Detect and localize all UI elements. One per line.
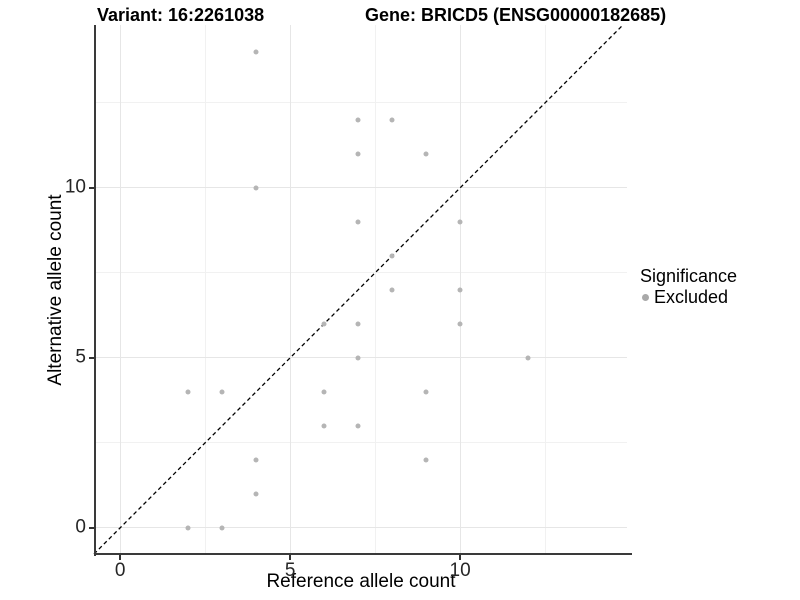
data-point xyxy=(389,253,395,259)
y-major-gridline xyxy=(95,357,627,359)
data-point xyxy=(185,525,191,531)
y-minor-gridline xyxy=(95,442,627,444)
data-point xyxy=(253,185,259,191)
data-point xyxy=(355,219,361,225)
data-point xyxy=(423,151,429,157)
identity-dashed-line xyxy=(93,24,624,555)
data-point xyxy=(185,389,191,395)
x-minor-gridline xyxy=(204,25,206,554)
y-major-gridline xyxy=(95,527,627,529)
legend-item-excluded: Excluded xyxy=(640,287,737,307)
data-point xyxy=(355,117,361,123)
data-point xyxy=(321,423,327,429)
y-tick-label: 5 xyxy=(75,346,86,368)
data-point xyxy=(253,457,259,463)
legend-title: Significance xyxy=(640,266,738,286)
data-point xyxy=(321,321,327,327)
y-tick-mark xyxy=(89,187,94,189)
x-minor-gridline xyxy=(374,25,376,554)
data-point xyxy=(389,287,395,293)
data-point xyxy=(321,389,327,395)
x-minor-gridline xyxy=(544,25,546,554)
x-tick-label: 5 xyxy=(284,560,296,581)
plot-title-variant: Variant: 16:2261038 xyxy=(97,5,265,25)
y-tick-label: 10 xyxy=(64,176,86,198)
plot-title-gene: Gene: BRICD5 (ENSG00000182685) xyxy=(365,5,667,25)
x-tick-label: 10 xyxy=(449,560,471,581)
x-tick-label: 0 xyxy=(114,560,126,581)
data-point xyxy=(253,491,259,497)
x-tick-mark xyxy=(289,555,291,560)
data-point xyxy=(355,423,361,429)
x-tick-mark xyxy=(119,555,121,560)
data-point xyxy=(525,355,531,361)
y-major-gridline xyxy=(95,187,627,189)
legend-item-label: Excluded xyxy=(654,287,729,307)
data-point xyxy=(355,355,361,361)
data-point xyxy=(253,49,259,55)
y-minor-gridline xyxy=(95,102,627,104)
data-point xyxy=(423,457,429,463)
x-major-gridline xyxy=(289,25,291,554)
data-point xyxy=(389,117,395,123)
data-point xyxy=(219,389,225,395)
y-minor-gridline xyxy=(95,272,627,274)
data-point xyxy=(355,321,361,327)
data-point xyxy=(457,287,463,293)
y-tick-mark xyxy=(89,357,94,359)
x-tick-mark xyxy=(459,555,461,560)
plot-panel xyxy=(93,24,627,555)
data-point xyxy=(457,321,463,327)
y-tick-label: 0 xyxy=(75,516,86,538)
x-major-gridline xyxy=(119,25,121,554)
data-point xyxy=(457,219,463,225)
y-axis-line xyxy=(94,25,96,556)
data-point xyxy=(219,525,225,531)
data-point xyxy=(423,389,429,395)
legend-point-icon xyxy=(642,293,649,301)
data-point xyxy=(355,151,361,157)
x-axis-line xyxy=(94,553,632,555)
legend: Significance Excluded xyxy=(640,265,737,307)
x-axis-title: Reference allele count xyxy=(266,571,456,592)
y-tick-mark xyxy=(89,527,94,529)
